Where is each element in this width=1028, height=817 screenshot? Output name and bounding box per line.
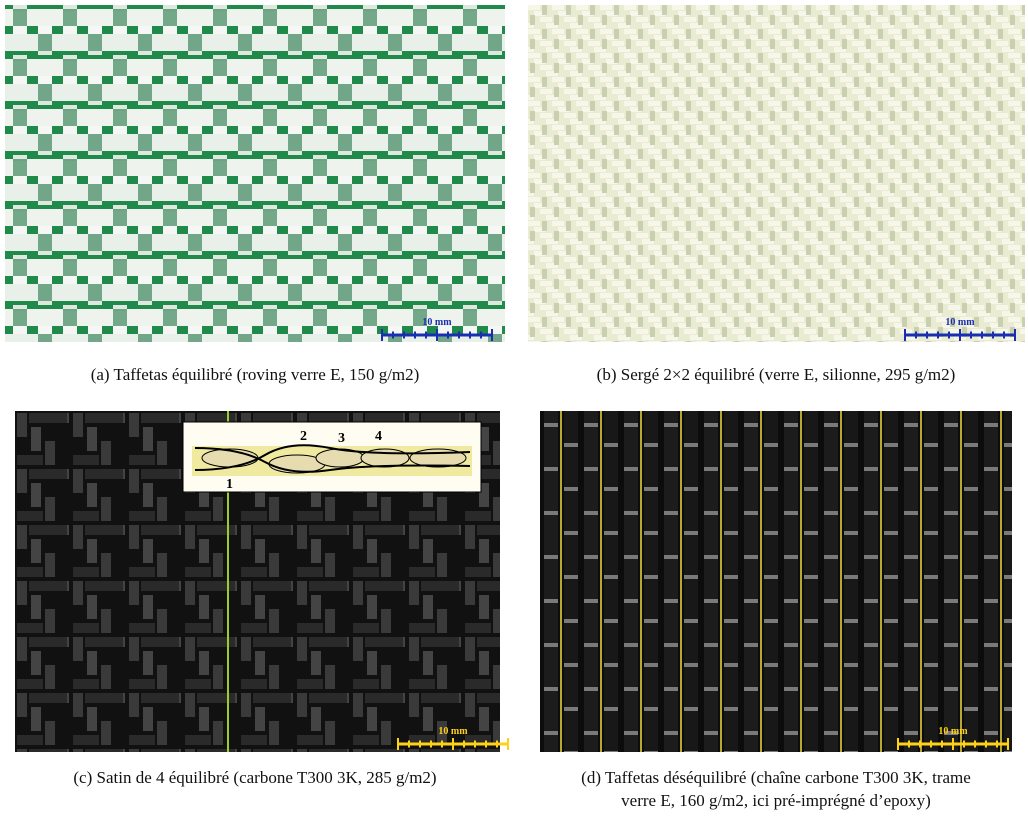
- page: {"panels": [ {"caption": ["(a) Taffetas …: [0, 0, 1028, 812]
- caption: (a) Taffetas équilibré (roving verre E, …: [91, 365, 420, 384]
- photo-twill-weave: [528, 5, 1025, 342]
- inset-label: 2: [300, 429, 307, 444]
- caption: (d) Taffetas déséquilibré (chaîne carbon…: [581, 768, 971, 787]
- inset-diagram: 2 3 4 1: [183, 422, 481, 492]
- caption: verre E, 160 g/m2, ici pré-imprégné d’ep…: [621, 791, 931, 810]
- inset-label: 1: [226, 477, 233, 492]
- photo-unbalanced-weave: [540, 411, 1012, 752]
- scale-label: 10 mm: [945, 317, 975, 328]
- caption: (b) Sergé 2×2 équilibré (verre E, silion…: [597, 365, 956, 384]
- scale-label: 10 mm: [938, 726, 968, 737]
- inset-label: 4: [375, 429, 382, 444]
- scale-label: 10 mm: [422, 317, 452, 328]
- inset-label: 3: [338, 431, 345, 446]
- caption: (c) Satin de 4 équilibré (carbone T300 3…: [73, 768, 436, 787]
- scale-label: 10 mm: [438, 726, 468, 737]
- figure: 2 3 4 1 10 mm 10 mm 10 mm 10 mm (a) Taffeta…: [0, 0, 1028, 812]
- photo-plain-weave: [5, 5, 505, 342]
